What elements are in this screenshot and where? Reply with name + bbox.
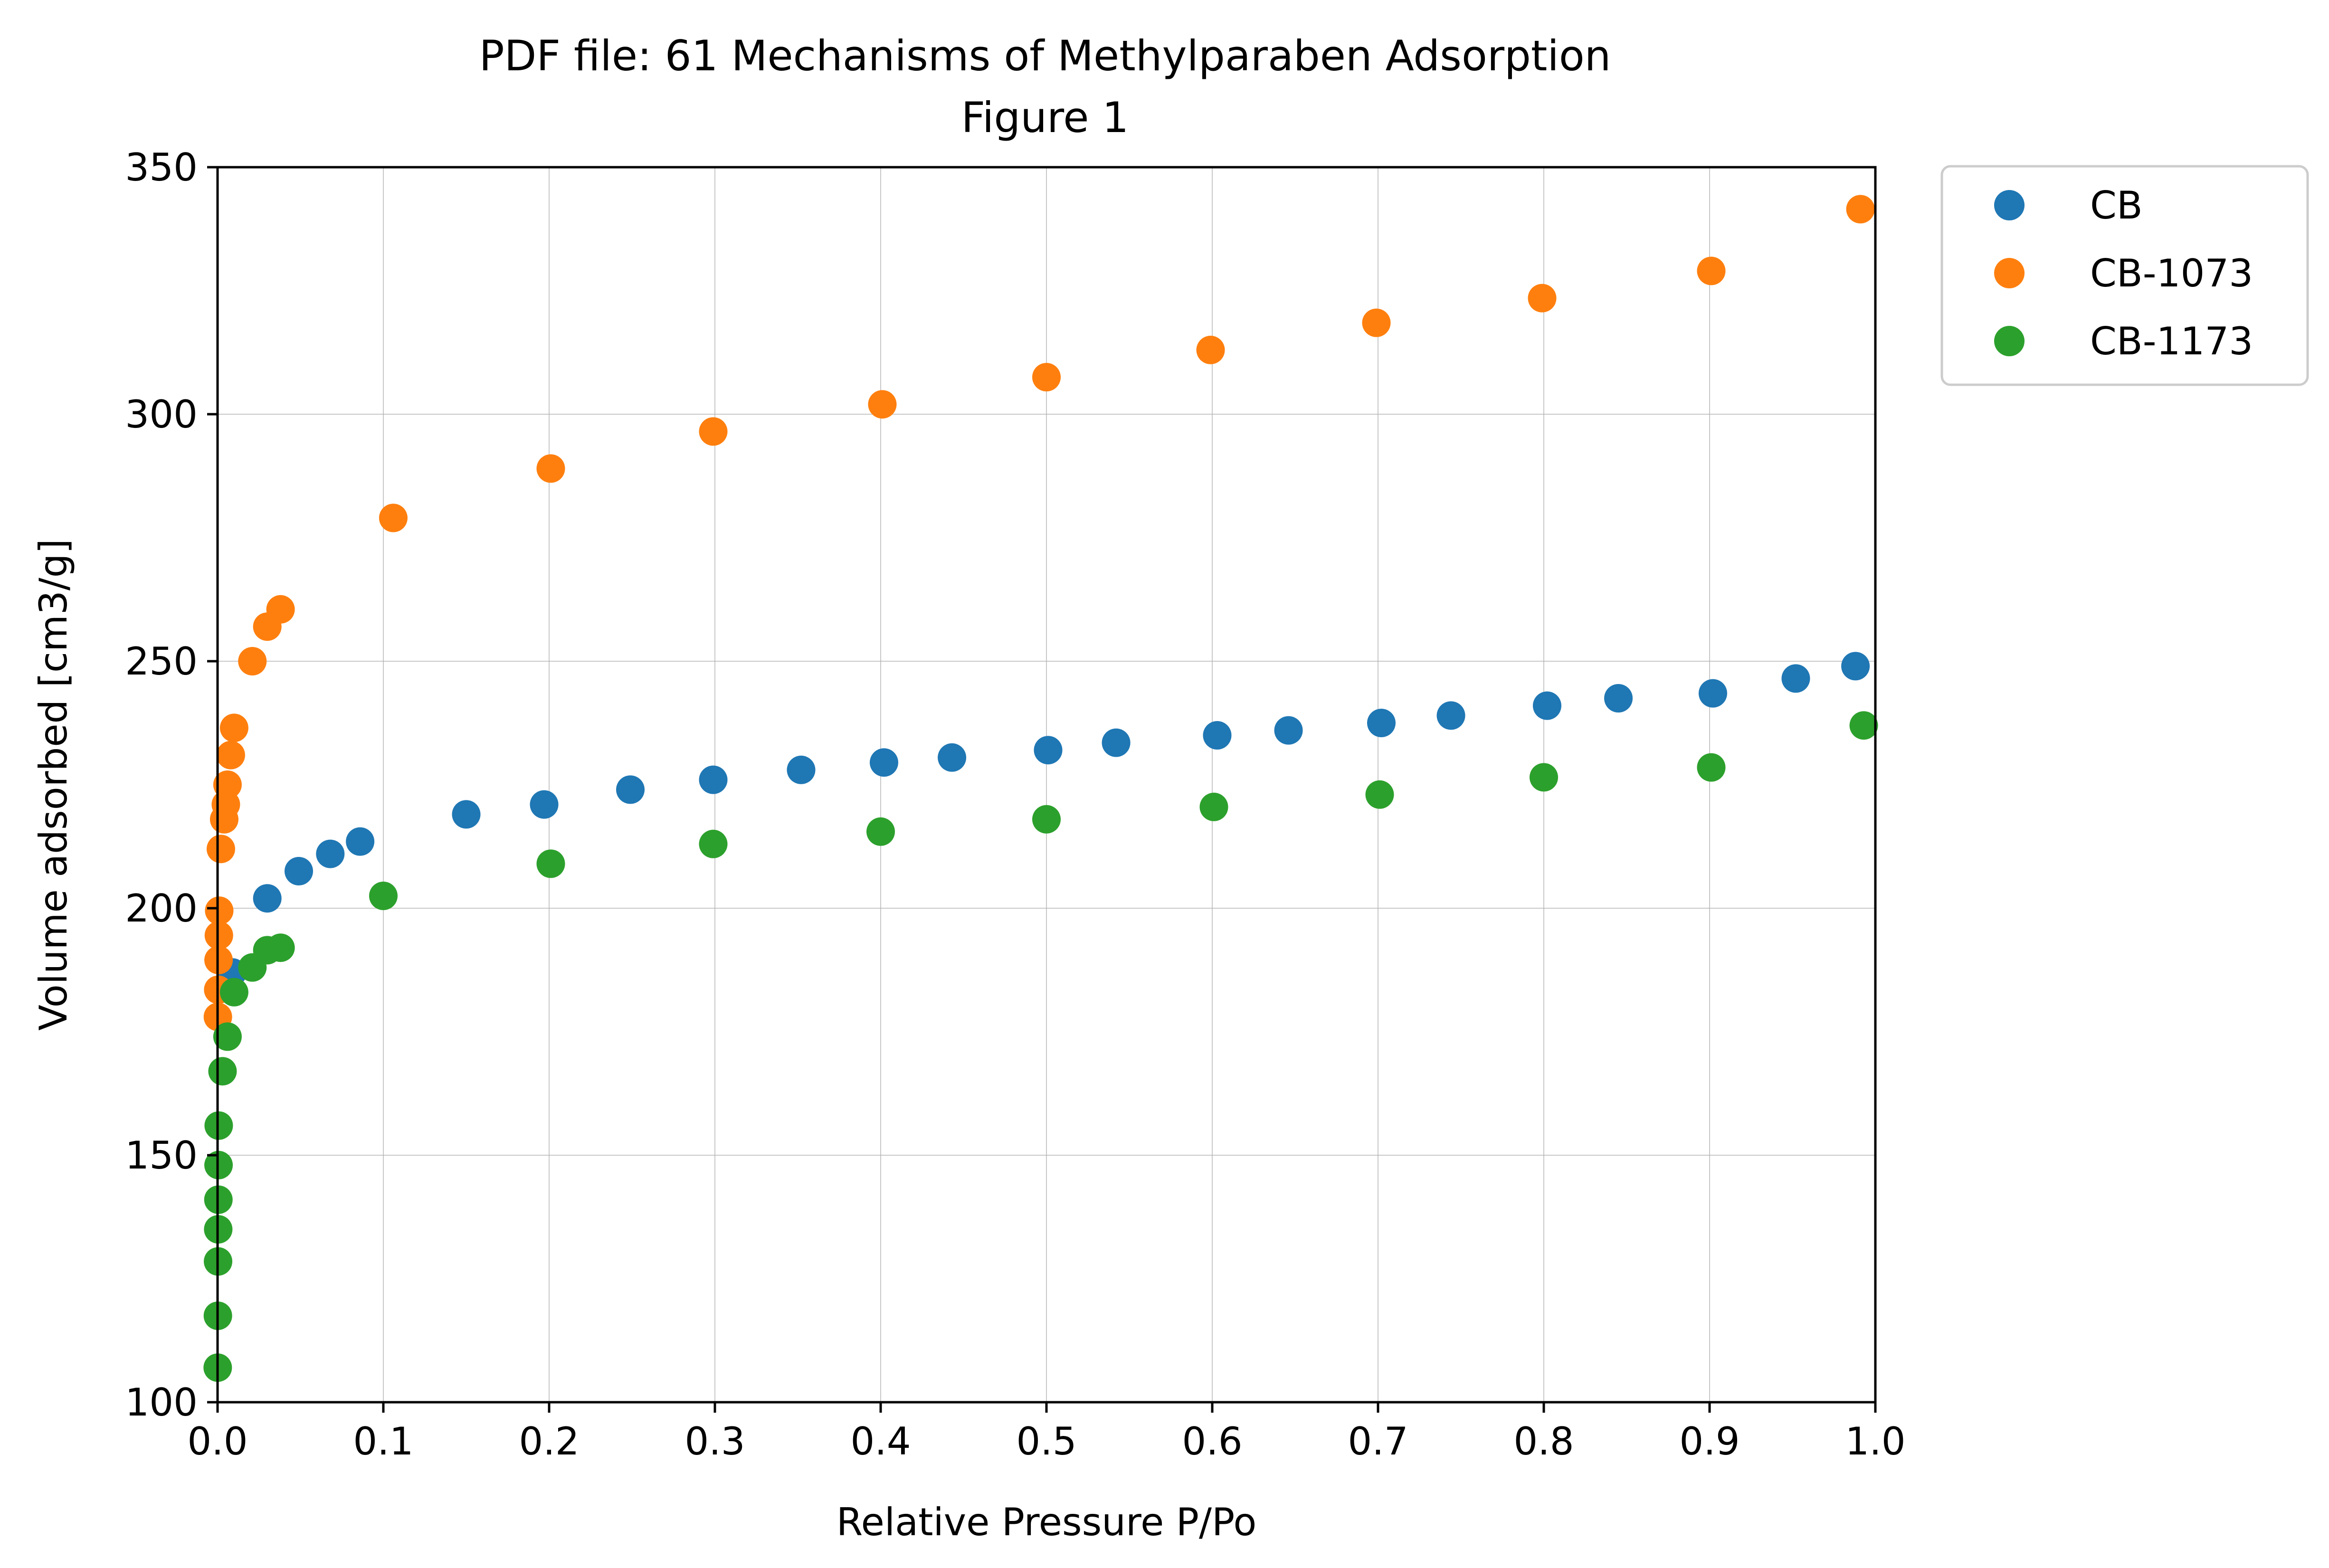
data-point-cb-1173 <box>1032 805 1061 834</box>
data-point-cb-1173 <box>266 933 295 962</box>
data-point-cb-1073 <box>1528 284 1557 313</box>
legend-marker-cb-1173 <box>1994 326 2025 356</box>
legend-marker-cb-1073 <box>1994 258 2025 288</box>
data-point-cb <box>699 765 728 794</box>
x-tick-label: 0.8 <box>1513 1419 1574 1463</box>
y-axis-ticks: 100 150 200 250 300 350 <box>125 145 218 1425</box>
data-point-cb-1173 <box>208 1057 237 1086</box>
x-tick-label: 0.4 <box>850 1419 911 1463</box>
x-axis-ticks: 0.0 0.1 0.2 0.3 0.4 0.5 0.6 0.7 0.8 0.9 1.0 <box>187 1402 1906 1463</box>
data-point-cb <box>1604 684 1633 713</box>
data-point-cb-1073 <box>266 595 295 624</box>
x-tick-label: 0.5 <box>1016 1419 1076 1463</box>
series-layer <box>203 195 1878 1382</box>
data-point-cb-1073 <box>868 390 897 419</box>
legend-label-cb-1073: CB-1073 <box>2090 251 2253 295</box>
series-cb <box>218 652 1870 987</box>
data-point-cb-1073 <box>205 896 234 925</box>
legend-label-cb-1173: CB-1173 <box>2090 319 2253 363</box>
data-point-cb <box>1367 709 1396 737</box>
data-point-cb <box>452 800 481 829</box>
y-tick-label: 250 <box>125 639 198 684</box>
data-point-cb-1073 <box>1697 257 1726 285</box>
x-tick-label: 0.3 <box>684 1419 745 1463</box>
data-point-cb-1173 <box>1365 780 1394 809</box>
x-axis-label: Relative Pressure P/Po <box>837 1500 1257 1544</box>
data-point-cb-1073 <box>216 741 245 770</box>
data-point-cb-1173 <box>1530 763 1558 792</box>
data-point-cb-1173 <box>213 1022 242 1051</box>
data-point-cb-1073 <box>213 770 242 799</box>
y-tick-label: 150 <box>125 1133 198 1178</box>
data-point-cb <box>1274 716 1303 745</box>
data-point-cb-1073 <box>699 417 728 446</box>
data-point-cb-1173 <box>1697 753 1726 782</box>
legend-marker-cb <box>1994 190 2025 220</box>
data-point-cb-1173 <box>866 817 895 846</box>
data-point-cb <box>1532 691 1561 720</box>
data-point-cb-1173 <box>1849 711 1878 740</box>
x-tick-label: 0.9 <box>1679 1419 1740 1463</box>
data-point-cb-1073 <box>219 713 248 742</box>
y-tick-label: 350 <box>125 145 198 190</box>
data-point-cb <box>616 775 645 804</box>
data-point-cb-1073 <box>206 835 235 864</box>
data-point-cb <box>1781 664 1810 693</box>
x-tick-label: 0.1 <box>353 1419 413 1463</box>
data-point-cb <box>1436 701 1465 730</box>
data-point-cb-1073 <box>204 921 233 950</box>
x-tick-label: 1.0 <box>1845 1419 1905 1463</box>
legend-box <box>1940 165 2309 386</box>
data-point-cb <box>1102 728 1131 757</box>
x-tick-label: 0.0 <box>187 1419 247 1463</box>
data-point-cb <box>1841 652 1870 681</box>
data-point-cb-1073 <box>1846 195 1875 224</box>
data-point-cb <box>530 790 559 819</box>
data-point-cb-1173 <box>699 829 728 858</box>
legend: CB CB-1073 CB-1173 <box>1940 165 2309 386</box>
y-tick-label: 100 <box>125 1380 198 1425</box>
chart-subtitle: Figure 1 <box>961 93 1129 142</box>
data-point-cb <box>316 839 345 868</box>
data-point-cb-1073 <box>1032 363 1061 391</box>
y-axis-label: Volume adsorbed [cm3/g] <box>31 539 76 1030</box>
x-tick-label: 0.2 <box>519 1419 579 1463</box>
data-point-cb <box>1698 679 1727 708</box>
data-point-cb-1073 <box>536 454 565 483</box>
data-point-cb <box>285 857 314 885</box>
data-point-cb-1073 <box>1196 335 1225 364</box>
data-point-cb <box>938 743 967 772</box>
data-point-cb <box>1034 736 1063 765</box>
data-point-cb <box>346 827 375 856</box>
legend-label-cb: CB <box>2090 183 2143 228</box>
chart-title: PDF file: 61 Mechanisms of Methylparaben… <box>479 31 1611 80</box>
data-point-cb-1173 <box>219 978 248 1007</box>
data-point-cb-1173 <box>1199 792 1228 821</box>
data-point-cb-1073 <box>1362 308 1391 337</box>
y-tick-label: 200 <box>125 886 198 931</box>
data-point-cb <box>869 748 898 777</box>
data-point-cb-1073 <box>238 647 267 675</box>
y-tick-label: 300 <box>125 392 198 437</box>
x-tick-label: 0.6 <box>1182 1419 1242 1463</box>
data-point-cb <box>253 884 282 913</box>
x-tick-label: 0.7 <box>1348 1419 1408 1463</box>
data-point-cb-1173 <box>536 849 565 878</box>
series-cb-1173 <box>203 711 1878 1382</box>
data-point-cb-1073 <box>379 504 408 532</box>
data-point-cb <box>1203 721 1232 750</box>
data-point-cb-1173 <box>369 882 398 910</box>
data-point-cb <box>787 755 816 784</box>
